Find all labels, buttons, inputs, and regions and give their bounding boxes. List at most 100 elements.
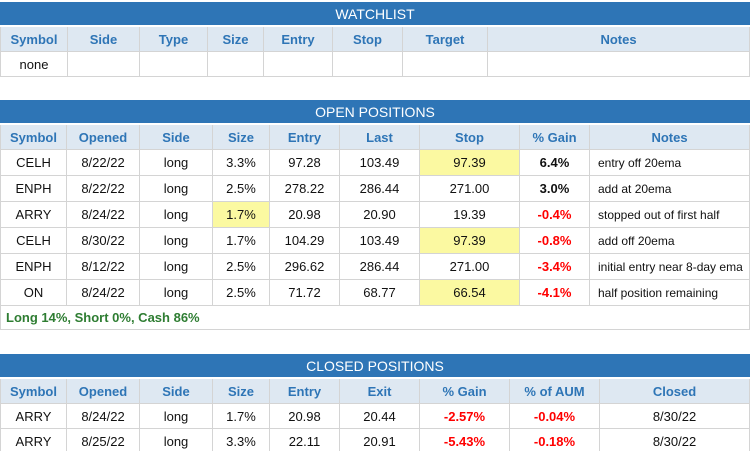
cell-closed[interactable]: 8/30/22 <box>600 404 750 429</box>
cell-opened[interactable]: 8/30/22 <box>67 228 140 254</box>
cell-size[interactable]: 3.3% <box>213 429 270 451</box>
section-header-open-positions[interactable]: OPEN POSITIONS <box>0 100 750 125</box>
col-header-size[interactable]: Size <box>208 27 264 52</box>
cell-side[interactable] <box>68 52 140 77</box>
cell-stop[interactable]: 271.00 <box>420 176 520 202</box>
cell-last[interactable]: 20.90 <box>340 202 420 228</box>
cell-opened[interactable]: 8/12/22 <box>67 254 140 280</box>
col-header-symbol[interactable]: Symbol <box>0 379 67 404</box>
cell-symbol[interactable]: ARRY <box>0 404 67 429</box>
cell-stop[interactable] <box>333 52 403 77</box>
cell-gain-negative[interactable]: -3.4% <box>520 254 590 280</box>
cell-opened[interactable]: 8/24/22 <box>67 404 140 429</box>
exposure-summary[interactable]: Long 14%, Short 0%, Cash 86% <box>0 306 750 330</box>
cell-symbol[interactable]: ARRY <box>0 429 67 451</box>
cell-gain-negative[interactable]: -0.8% <box>520 228 590 254</box>
col-header-side[interactable]: Side <box>140 125 213 150</box>
cell-last[interactable]: 68.77 <box>340 280 420 306</box>
col-header-gain[interactable]: % Gain <box>420 379 510 404</box>
col-header-exit[interactable]: Exit <box>340 379 420 404</box>
cell-stop-highlighted[interactable]: 66.54 <box>420 280 520 306</box>
col-header-gain[interactable]: % Gain <box>520 125 590 150</box>
cell-symbol[interactable]: CELH <box>0 150 67 176</box>
cell-size[interactable]: 3.3% <box>213 150 270 176</box>
cell-size[interactable] <box>208 52 264 77</box>
col-header-last[interactable]: Last <box>340 125 420 150</box>
col-header-type[interactable]: Type <box>140 27 208 52</box>
cell-size[interactable]: 2.5% <box>213 280 270 306</box>
cell-entry[interactable]: 71.72 <box>270 280 340 306</box>
cell-side[interactable]: long <box>140 228 213 254</box>
col-header-side[interactable]: Side <box>140 379 213 404</box>
col-header-size[interactable]: Size <box>213 125 270 150</box>
col-header-notes[interactable]: Notes <box>488 27 750 52</box>
col-header-opened[interactable]: Opened <box>67 125 140 150</box>
cell-symbol[interactable]: none <box>0 52 68 77</box>
col-header-size[interactable]: Size <box>213 379 270 404</box>
col-header-closed[interactable]: Closed <box>600 379 750 404</box>
col-header-target[interactable]: Target <box>403 27 488 52</box>
col-header-notes[interactable]: Notes <box>590 125 750 150</box>
cell-last[interactable]: 103.49 <box>340 150 420 176</box>
cell-type[interactable] <box>140 52 208 77</box>
cell-exit[interactable]: 20.44 <box>340 404 420 429</box>
cell-entry[interactable]: 104.29 <box>270 228 340 254</box>
cell-aum-negative[interactable]: -0.04% <box>510 404 600 429</box>
cell-stop[interactable]: 271.00 <box>420 254 520 280</box>
cell-notes[interactable]: add off 20ema <box>590 228 750 254</box>
cell-notes[interactable]: initial entry near 8-day ema <box>590 254 750 280</box>
cell-size[interactable]: 1.7% <box>213 228 270 254</box>
cell-last[interactable]: 286.44 <box>340 176 420 202</box>
cell-stop-highlighted[interactable]: 97.39 <box>420 228 520 254</box>
col-header-aum[interactable]: % of AUM <box>510 379 600 404</box>
cell-exit[interactable]: 20.91 <box>340 429 420 451</box>
cell-entry[interactable]: 97.28 <box>270 150 340 176</box>
cell-entry[interactable]: 22.11 <box>270 429 340 451</box>
cell-side[interactable]: long <box>140 280 213 306</box>
col-header-stop[interactable]: Stop <box>420 125 520 150</box>
cell-opened[interactable]: 8/24/22 <box>67 202 140 228</box>
col-header-entry[interactable]: Entry <box>264 27 333 52</box>
cell-gain[interactable]: 6.4% <box>520 150 590 176</box>
cell-opened[interactable]: 8/24/22 <box>67 280 140 306</box>
cell-side[interactable]: long <box>140 404 213 429</box>
cell-last[interactable]: 103.49 <box>340 228 420 254</box>
cell-gain-negative[interactable]: -5.43% <box>420 429 510 451</box>
cell-side[interactable]: long <box>140 202 213 228</box>
cell-symbol[interactable]: ENPH <box>0 176 67 202</box>
col-header-symbol[interactable]: Symbol <box>0 125 67 150</box>
cell-notes[interactable]: entry off 20ema <box>590 150 750 176</box>
cell-side[interactable]: long <box>140 176 213 202</box>
cell-stop[interactable]: 19.39 <box>420 202 520 228</box>
cell-target[interactable] <box>403 52 488 77</box>
cell-opened[interactable]: 8/25/22 <box>67 429 140 451</box>
col-header-entry[interactable]: Entry <box>270 379 340 404</box>
cell-side[interactable]: long <box>140 429 213 451</box>
col-header-symbol[interactable]: Symbol <box>0 27 68 52</box>
cell-gain-negative[interactable]: -4.1% <box>520 280 590 306</box>
cell-symbol[interactable]: ON <box>0 280 67 306</box>
cell-entry[interactable]: 20.98 <box>270 202 340 228</box>
cell-notes[interactable]: stopped out of first half <box>590 202 750 228</box>
cell-notes[interactable] <box>488 52 750 77</box>
cell-size[interactable]: 2.5% <box>213 254 270 280</box>
cell-aum-negative[interactable]: -0.18% <box>510 429 600 451</box>
cell-notes[interactable]: half position remaining <box>590 280 750 306</box>
cell-closed[interactable]: 8/30/22 <box>600 429 750 451</box>
cell-entry[interactable]: 278.22 <box>270 176 340 202</box>
cell-size-highlighted[interactable]: 1.7% <box>213 202 270 228</box>
cell-symbol[interactable]: ENPH <box>0 254 67 280</box>
col-header-opened[interactable]: Opened <box>67 379 140 404</box>
cell-notes[interactable]: add at 20ema <box>590 176 750 202</box>
cell-symbol[interactable]: CELH <box>0 228 67 254</box>
col-header-side[interactable]: Side <box>68 27 140 52</box>
cell-gain-negative[interactable]: -0.4% <box>520 202 590 228</box>
cell-opened[interactable]: 8/22/22 <box>67 176 140 202</box>
col-header-stop[interactable]: Stop <box>333 27 403 52</box>
cell-gain[interactable]: 3.0% <box>520 176 590 202</box>
cell-entry[interactable]: 20.98 <box>270 404 340 429</box>
cell-entry[interactable] <box>264 52 333 77</box>
cell-size[interactable]: 1.7% <box>213 404 270 429</box>
cell-entry[interactable]: 296.62 <box>270 254 340 280</box>
cell-side[interactable]: long <box>140 150 213 176</box>
